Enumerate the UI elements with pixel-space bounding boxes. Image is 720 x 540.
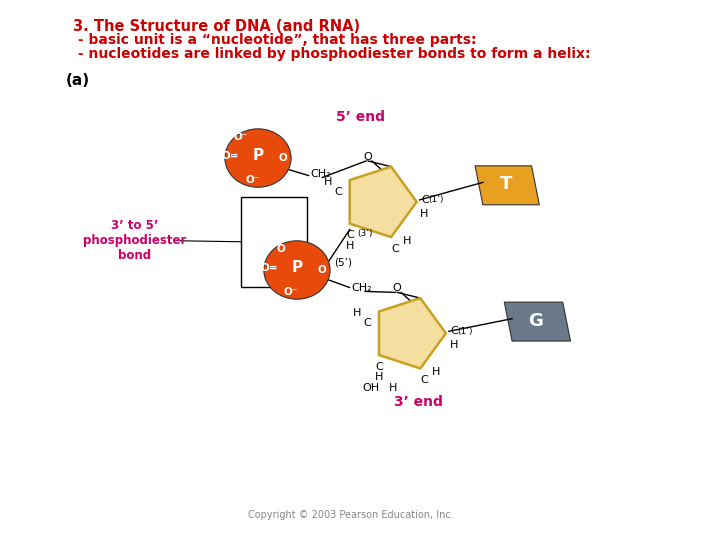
Text: (3’): (3’) [358, 230, 373, 239]
Text: C: C [334, 187, 342, 197]
Text: H: H [402, 236, 411, 246]
Text: O: O [318, 265, 327, 275]
Text: G: G [528, 312, 543, 329]
Text: H: H [420, 208, 428, 219]
Ellipse shape [225, 129, 291, 187]
Text: CH₂: CH₂ [351, 282, 372, 293]
Text: H: H [432, 367, 440, 377]
Text: 5’ end: 5’ end [336, 110, 385, 124]
Text: 3’ to 5’
phosphodiester
bond: 3’ to 5’ phosphodiester bond [83, 219, 186, 262]
Polygon shape [379, 298, 446, 368]
Text: O: O [393, 284, 402, 294]
Text: - nucleotides are linked by phosphodiester bonds to form a helix:: - nucleotides are linked by phosphodiest… [73, 47, 590, 61]
Polygon shape [350, 167, 417, 237]
Text: O=: O= [261, 263, 279, 273]
Text: - basic unit is a “nucleotide”, that has three parts:: - basic unit is a “nucleotide”, that has… [73, 33, 477, 48]
Text: C: C [421, 195, 429, 205]
Text: CH₂: CH₂ [310, 168, 331, 179]
Text: (1’): (1’) [428, 195, 444, 205]
Ellipse shape [264, 241, 330, 299]
Text: O⁻: O⁻ [233, 132, 248, 141]
Text: OH: OH [363, 383, 379, 393]
Text: C: C [375, 362, 383, 372]
Text: H: H [324, 177, 333, 187]
Text: P: P [253, 147, 264, 163]
Text: H: H [449, 340, 458, 350]
Text: O⁻: O⁻ [245, 176, 259, 185]
Text: O=: O= [222, 151, 240, 161]
Text: O: O [364, 152, 372, 162]
Text: C: C [451, 326, 459, 336]
Text: 3. The Structure of DNA (and RNA): 3. The Structure of DNA (and RNA) [73, 19, 360, 34]
Text: C: C [391, 244, 399, 254]
Text: (a): (a) [66, 73, 90, 89]
Text: C: C [364, 318, 371, 328]
Polygon shape [475, 166, 539, 205]
Text: C: C [346, 230, 354, 240]
Text: T: T [500, 176, 513, 193]
Text: H: H [375, 373, 383, 382]
Text: H: H [354, 308, 361, 319]
Text: O⁻: O⁻ [284, 287, 298, 298]
Polygon shape [504, 302, 570, 341]
Text: O: O [277, 244, 286, 254]
Text: (1’): (1’) [458, 327, 473, 336]
Text: Copyright © 2003 Pearson Education, Inc.: Copyright © 2003 Pearson Education, Inc. [248, 510, 454, 521]
Text: P: P [292, 260, 302, 274]
Text: 3’ end: 3’ end [394, 395, 443, 409]
Text: C: C [420, 375, 428, 385]
Text: O: O [279, 153, 288, 163]
Text: H: H [346, 241, 354, 251]
Text: (5’): (5’) [334, 257, 352, 267]
Text: H: H [388, 383, 397, 393]
